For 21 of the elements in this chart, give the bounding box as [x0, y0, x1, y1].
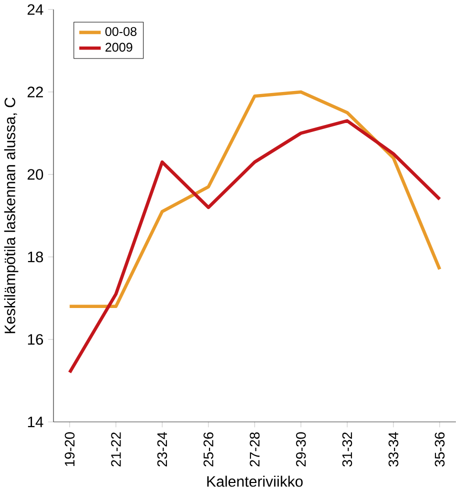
line-series	[68, 90, 442, 308]
x-tick-label: 25-26	[203, 432, 214, 466]
x-tick-label: 35-36	[434, 432, 445, 467]
line-series	[68, 119, 442, 374]
x-tick-label: 31-32	[342, 432, 352, 467]
legend-label: 2009	[105, 42, 132, 52]
x-tick-label: 21-22	[111, 432, 121, 466]
y-tick-label: 16	[28, 334, 43, 345]
x-tick-label: 29-30	[296, 432, 306, 466]
y-tick-label: 18	[28, 252, 43, 262]
y-tick-label: 20	[28, 169, 44, 180]
legend-label: 00-08	[105, 27, 136, 36]
x-tick-label: 33-34	[388, 432, 398, 467]
x-axis-title: Kalenteriviikko	[207, 476, 303, 487]
x-tick-label: 27-28	[250, 432, 260, 466]
y-tick-label: 22	[28, 86, 43, 98]
y-tick-label: 14	[28, 416, 44, 428]
x-tick-label: 19-20	[64, 432, 75, 466]
y-axis-title: Keskilämpötila laskennan alussa, C	[4, 98, 18, 334]
x-tick-label: 23-24	[157, 432, 168, 466]
y-tick-label: 24	[28, 4, 44, 15]
